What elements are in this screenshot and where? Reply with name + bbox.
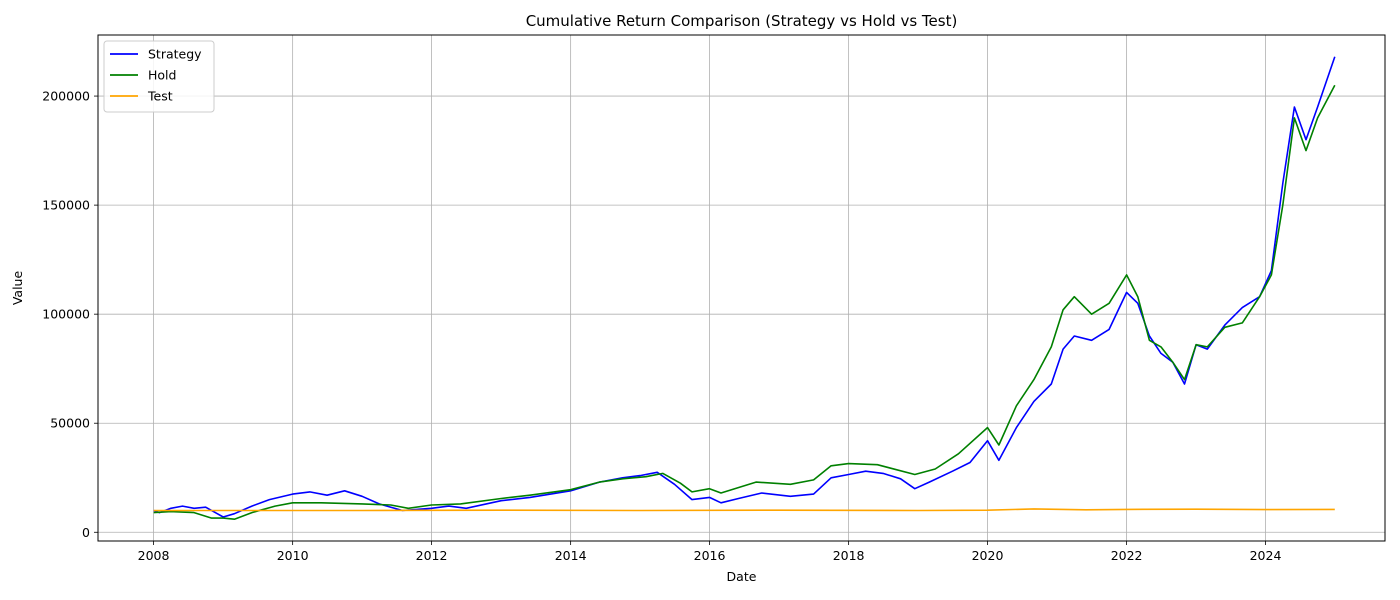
legend-label-strategy: Strategy — [148, 47, 202, 62]
y-axis-label: Value — [10, 271, 25, 306]
x-axis-ticks: 2008 2010 2012 2014 2016 2018 2020 2022 2024 — [138, 541, 1282, 563]
x-tick-label: 2010 — [277, 548, 309, 563]
series-line-hold — [153, 84, 1336, 520]
x-axis-label: Date — [727, 569, 757, 584]
y-tick-label: 150000 — [42, 198, 90, 213]
series-lines — [153, 56, 1336, 520]
x-tick-label: 2014 — [555, 548, 587, 563]
legend-box — [103, 40, 215, 113]
x-tick-label: 2020 — [972, 548, 1004, 563]
legend-label-test: Test — [147, 89, 173, 104]
y-tick-label: 100000 — [42, 307, 90, 322]
x-tick-label: 2024 — [1250, 548, 1282, 563]
y-tick-label: 0 — [82, 525, 90, 540]
grid-lines — [98, 35, 1385, 541]
legend-label-hold: Hold — [148, 68, 176, 83]
y-axis-ticks: 0 50000 100000 150000 200000 — [42, 89, 98, 540]
chart-title: Cumulative Return Comparison (Strategy v… — [526, 12, 958, 30]
series-line-test — [153, 508, 1335, 512]
x-tick-label: 2008 — [138, 548, 170, 563]
x-tick-label: 2016 — [694, 548, 726, 563]
x-tick-label: 2012 — [416, 548, 448, 563]
x-tick-label: 2022 — [1111, 548, 1143, 563]
series-line-strategy — [153, 56, 1336, 518]
y-tick-label: 200000 — [42, 89, 90, 104]
x-tick-label: 2018 — [833, 548, 865, 563]
legend: Strategy Hold Test — [103, 40, 215, 113]
plot-frame — [97, 34, 1386, 542]
y-tick-label: 50000 — [50, 416, 90, 431]
